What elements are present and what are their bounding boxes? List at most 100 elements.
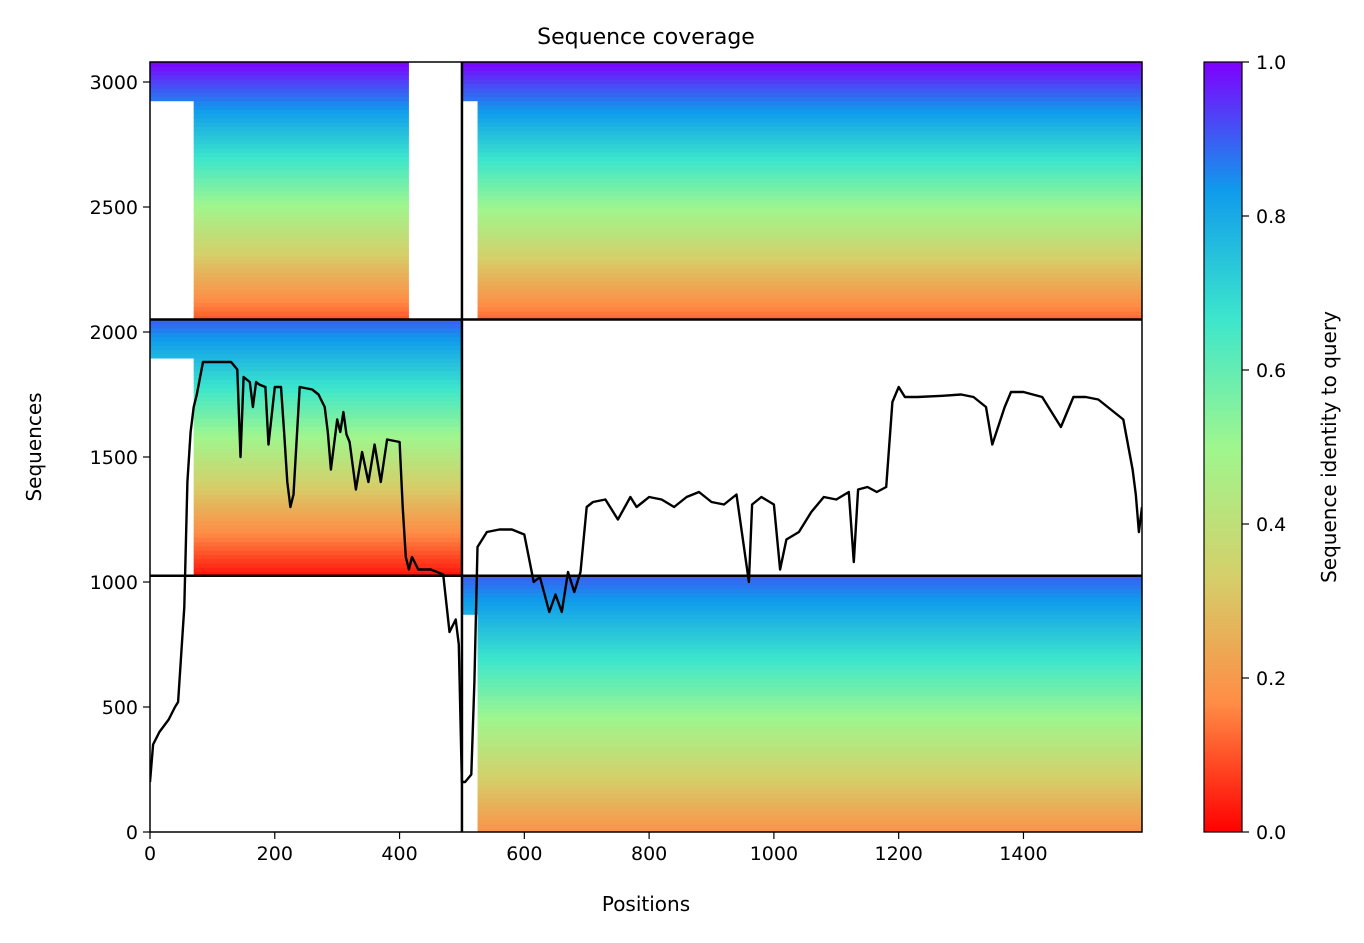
msa-band	[477, 802, 1142, 807]
msa-band	[477, 280, 1142, 286]
msa-band	[477, 212, 1142, 218]
y-tick-label: 1500	[90, 447, 138, 469]
msa-band	[477, 703, 1142, 709]
msa-band	[150, 83, 409, 89]
msa-band	[477, 827, 1142, 832]
msa-band	[477, 665, 1142, 671]
colorbar: 0.0 0.2 0.4 0.6 0.8 1.0	[1203, 52, 1286, 844]
colorbar-tick-label: 1.0	[1256, 52, 1286, 74]
msa-band	[150, 79, 409, 85]
msa-band	[150, 332, 462, 338]
msa-band	[193, 370, 462, 376]
msa-band	[193, 190, 409, 196]
msa-band	[461, 62, 1142, 67]
y-tick-label: 2500	[90, 197, 138, 219]
x-tick-label: 1400	[999, 843, 1047, 865]
msa-band	[193, 113, 409, 119]
x-axis: 0 200 400 600 800 1000 1200 1400	[144, 832, 1048, 865]
msa-band	[477, 237, 1142, 243]
msa-band	[193, 375, 462, 380]
msa-band	[477, 639, 1142, 645]
msa-band	[477, 100, 1142, 106]
msa-band	[193, 130, 409, 136]
msa-band	[477, 755, 1142, 760]
colorbar-tick-label: 0.4	[1256, 514, 1286, 536]
msa-band	[193, 225, 409, 230]
msa-band	[193, 216, 409, 222]
coverage-line	[150, 360, 1142, 784]
msa-band	[477, 233, 1142, 239]
msa-band	[150, 340, 462, 346]
msa-band	[193, 515, 462, 521]
msa-band	[150, 345, 462, 350]
x-tick-label: 800	[631, 843, 667, 865]
msa-band	[193, 315, 409, 321]
msa-band	[193, 302, 409, 308]
msa-band	[193, 528, 462, 534]
msa-band	[193, 306, 409, 312]
x-axis-label: Positions	[602, 892, 690, 916]
msa-band	[477, 699, 1142, 705]
msa-band	[477, 673, 1142, 679]
msa-band	[477, 725, 1142, 731]
msa-band	[477, 122, 1142, 127]
y-axis: 0 500 1000 1500 2000 2500 3000	[90, 72, 150, 844]
msa-band	[150, 66, 409, 72]
y-tick-label: 3000	[90, 72, 138, 94]
msa-band	[193, 310, 409, 316]
msa-band	[477, 785, 1142, 790]
msa-band	[461, 87, 1142, 93]
msa-band	[477, 648, 1142, 654]
colorbar-tick-label: 0.6	[1256, 360, 1286, 382]
msa-band	[477, 729, 1142, 735]
msa-band	[193, 117, 409, 123]
msa-band	[461, 96, 1142, 102]
msa-band	[477, 661, 1142, 667]
msa-band	[477, 776, 1142, 782]
msa-band	[193, 276, 409, 282]
msa-band	[477, 298, 1142, 303]
msa-band	[193, 165, 409, 170]
msa-band	[477, 152, 1142, 158]
msa-band	[477, 819, 1142, 825]
msa-band	[461, 597, 1142, 602]
msa-band	[150, 62, 409, 67]
msa-band	[193, 199, 409, 205]
msa-band	[193, 571, 462, 577]
x-tick-label: 600	[506, 843, 542, 865]
msa-band	[477, 246, 1142, 252]
msa-band	[477, 109, 1142, 115]
msa-band	[193, 550, 462, 555]
msa-band	[193, 268, 409, 273]
msa-band	[477, 635, 1142, 641]
msa-band	[193, 533, 462, 538]
msa-band	[193, 289, 409, 295]
msa-band	[193, 246, 409, 252]
msa-band	[477, 767, 1142, 773]
msa-band	[193, 237, 409, 243]
msa-band	[477, 682, 1142, 688]
msa-band	[193, 357, 462, 363]
msa-band	[477, 716, 1142, 722]
msa-band	[477, 255, 1142, 261]
msa-band	[477, 117, 1142, 123]
msa-band	[477, 763, 1142, 769]
msa-band	[193, 147, 409, 153]
msa-band	[193, 263, 409, 269]
msa-band	[477, 669, 1142, 675]
msa-band	[477, 712, 1142, 718]
msa-band	[477, 622, 1142, 628]
msa-band	[193, 511, 462, 517]
colorbar-gradient	[1203, 61, 1243, 833]
msa-block	[150, 62, 409, 321]
msa-band	[193, 293, 409, 299]
msa-band	[193, 152, 409, 158]
msa-band	[477, 823, 1142, 829]
msa-band	[193, 173, 409, 179]
msa-band	[477, 720, 1142, 726]
msa-band	[193, 143, 409, 149]
msa-band	[477, 759, 1142, 765]
msa-band	[193, 156, 409, 162]
